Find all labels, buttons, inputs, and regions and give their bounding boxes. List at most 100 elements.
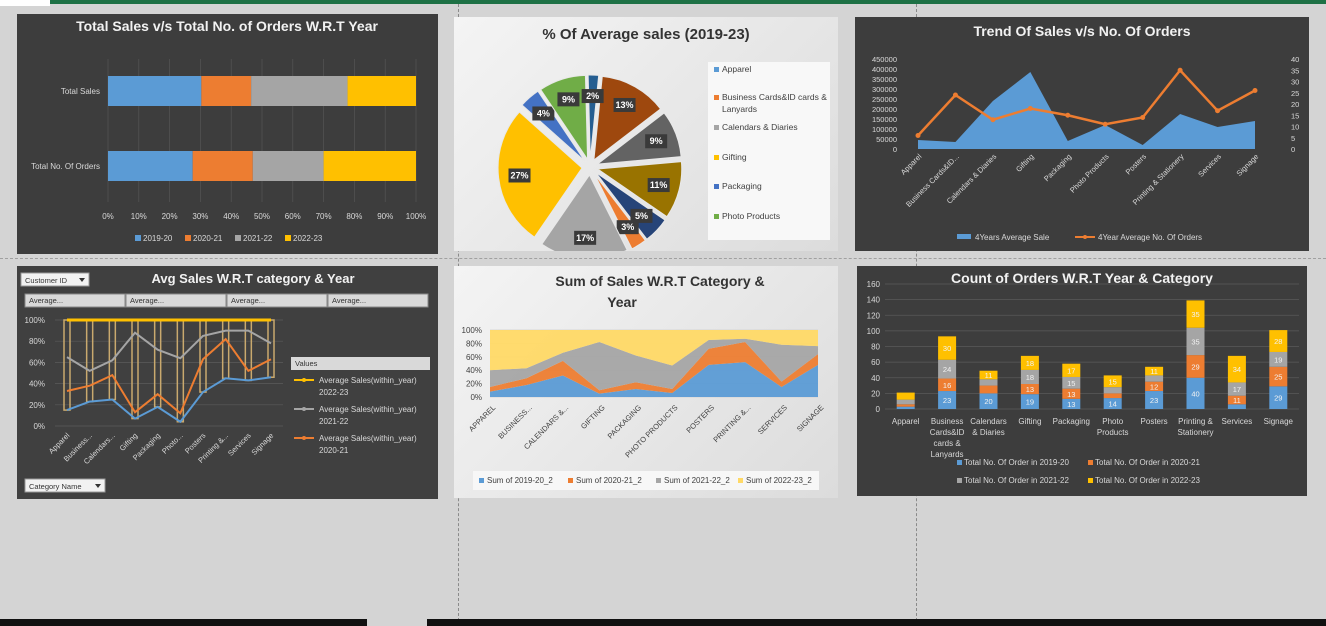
data-label: 9%	[650, 136, 663, 146]
chart-trend-sales-orders[interactable]: Trend Of Sales v/s No. Of Orders 450000 40…	[855, 17, 1309, 251]
x-tick-label: 100%	[406, 212, 426, 221]
legend-swatch	[185, 235, 191, 241]
legend-box	[473, 471, 819, 490]
window-top-bar	[0, 0, 1326, 4]
chart-svg: Trend Of Sales v/s No. Of Orders45000040…	[872, 23, 1299, 242]
line-series	[917, 68, 1256, 137]
legend-label: Business Cards&ID cards &	[722, 92, 827, 102]
bar-segment	[979, 370, 998, 380]
bar-segment	[979, 393, 998, 409]
legend-swatch	[1088, 460, 1093, 465]
y-tick-label: 100	[867, 327, 881, 336]
chart-svg: Avg Sales W.R.T category & Year Customer …	[20, 271, 430, 493]
pivot-chart-avg-sales[interactable]: Avg Sales W.R.T category & Year Customer …	[17, 266, 438, 499]
bar-segment	[979, 379, 998, 386]
chart-title: Count of Orders W.R.T Year & Category	[951, 270, 1213, 286]
legend-label: Average Sales(within_year)	[319, 434, 417, 443]
bar-segment	[938, 359, 957, 379]
x-tick-label: Signage	[1264, 417, 1294, 426]
legend-swatch	[285, 235, 291, 241]
y-tick-label: 100%	[462, 326, 482, 335]
x-tick-label: APPAREL	[467, 403, 497, 433]
x-tick-label: SIGNAGE	[795, 403, 826, 434]
x-tick-label: cards &	[934, 439, 962, 448]
legend-label: 2021-22	[319, 417, 349, 426]
bar-segment	[323, 151, 416, 181]
legend-marker	[1083, 235, 1087, 239]
legend-swatch	[738, 478, 743, 483]
x-tick-label: Photo Products	[1068, 152, 1111, 195]
x-tick-label: Services	[226, 431, 253, 458]
field-header	[327, 293, 429, 308]
legend-label: Sum of 2019-20_2	[487, 476, 553, 485]
y-tick-label: 120	[867, 311, 881, 320]
x-tick-label: Cards&ID	[930, 428, 965, 437]
data-label: 35	[1191, 337, 1199, 346]
data-label: 11	[985, 371, 993, 380]
legend-swatch	[957, 478, 962, 483]
x-tick-label: 60%	[285, 212, 301, 221]
line-series	[66, 337, 272, 415]
x-tick-label: GIFTING	[579, 403, 607, 431]
y-tick-label: 450000	[872, 55, 897, 64]
data-label: 24	[943, 365, 951, 374]
field-header	[24, 293, 126, 308]
data-label: 13%	[616, 100, 634, 110]
data-label: 13	[1026, 385, 1034, 394]
x-tick-label: Products	[1097, 428, 1129, 437]
y-tick-label: 20%	[466, 380, 482, 389]
chart-title: Trend Of Sales v/s No. Of Orders	[973, 23, 1190, 39]
legend-label: Gifting	[722, 152, 747, 162]
bar-segment	[896, 406, 915, 409]
x-tick-label: Stationery	[1177, 428, 1213, 437]
y-tick-label: 80%	[466, 339, 482, 348]
bar-segment	[938, 378, 957, 392]
legend-label: 4Years Average Sale	[975, 233, 1050, 242]
bar-segment	[1020, 355, 1039, 370]
y2-tick-label: 30	[1291, 78, 1299, 87]
x-tick-label: 50%	[254, 212, 270, 221]
bar-segment	[108, 151, 193, 181]
y-tick-label: 60%	[29, 358, 45, 367]
legend-label: Calendars & Diaries	[722, 122, 798, 132]
bar-segment	[896, 392, 915, 400]
legend-label: 2022-23	[319, 388, 349, 397]
legend-label: 4Year Average No. Of Orders	[1098, 233, 1202, 242]
data-label-bg	[557, 92, 580, 107]
data-label-bg	[532, 106, 555, 121]
x-tick-label: Posters	[1124, 152, 1149, 177]
field-header-label: Average...	[130, 296, 164, 305]
legend-label: Total No. Of Order in 2020-21	[1095, 458, 1200, 467]
line-marker	[990, 117, 996, 123]
data-label: 11	[1233, 396, 1241, 405]
chart-svg: % Of Average sales (2019-23) 13% 9% 11% 5%3%…	[497, 26, 830, 251]
bar-segment	[1020, 369, 1039, 384]
bar-segment	[1062, 376, 1081, 389]
field-header-label: Average...	[231, 296, 265, 305]
data-label: 12	[1150, 382, 1158, 391]
filter-button-label: Category Name	[29, 482, 82, 491]
bar-segment	[1145, 391, 1164, 409]
y-tick-label: 20	[871, 389, 880, 398]
x-tick-label: Signage	[1235, 152, 1261, 178]
chart-sum-of-sales-area[interactable]: Sum of Sales W.R.T Category & Year 100% 80%…	[454, 266, 838, 498]
legend-swatch	[714, 95, 719, 100]
data-label: 17%	[576, 233, 594, 243]
y-tick-label: 60%	[466, 353, 482, 362]
data-label: 15	[1109, 377, 1117, 386]
legend-label: Total No. Of Order in 2021-22	[964, 476, 1069, 485]
chart-title: Total Sales v/s Total No. of Orders W.R.…	[76, 18, 378, 34]
bar-segment	[1269, 330, 1288, 352]
data-label: 17	[1067, 366, 1075, 375]
line-marker	[1102, 121, 1108, 127]
area-series	[490, 330, 818, 371]
bar-segment	[201, 76, 252, 106]
bar-segment	[1103, 398, 1122, 409]
hi-lo-bar	[85, 319, 94, 403]
bar-segment	[896, 404, 915, 407]
legend-swatch	[957, 460, 962, 465]
chart-average-sales-pie[interactable]: % Of Average sales (2019-23) 13% 9% 11% 5% 3%…	[454, 17, 838, 251]
chart-total-sales-vs-orders[interactable]: Total Sales v/s Total No. of Orders W.R.…	[17, 14, 438, 254]
data-label: 19	[1274, 355, 1282, 364]
chart-count-of-orders[interactable]: Count of Orders W.R.T Year & Category 160…	[857, 266, 1307, 496]
